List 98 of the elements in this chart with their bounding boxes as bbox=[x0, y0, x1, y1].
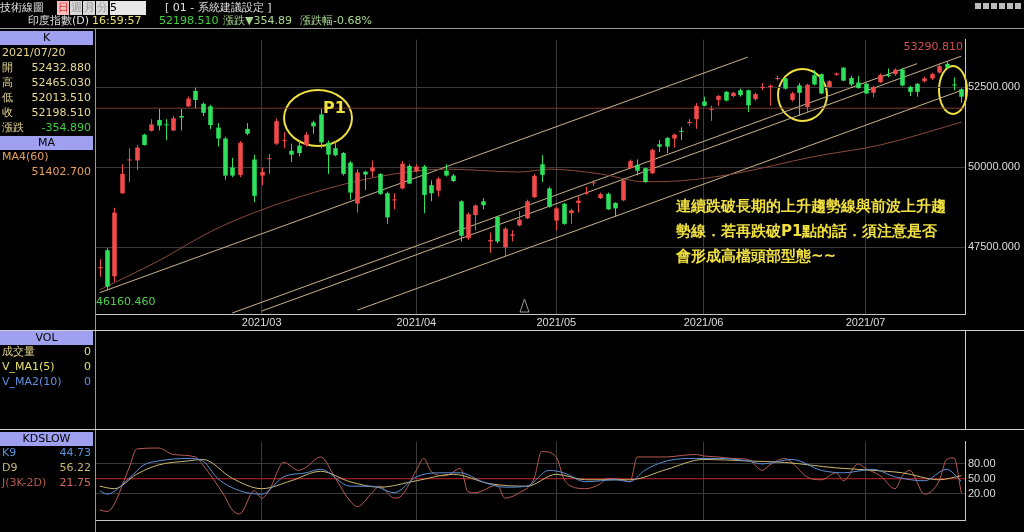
text: 2021/07/20 bbox=[2, 46, 66, 60]
text: 5 bbox=[110, 1, 146, 15]
candlestick bbox=[709, 105, 714, 122]
candlestick bbox=[193, 87, 198, 109]
x-tick-label: 2021/03 bbox=[241, 315, 282, 328]
text: V_MA2(10) bbox=[2, 375, 62, 389]
candlestick bbox=[510, 229, 515, 243]
text: MA4(60) bbox=[2, 150, 49, 164]
text: 52198.510 bbox=[159, 14, 219, 28]
text: 21.75 bbox=[59, 476, 91, 489]
text: 0 bbox=[84, 360, 91, 373]
candlestick bbox=[363, 170, 368, 191]
candlestick bbox=[576, 195, 581, 214]
candlestick bbox=[952, 76, 957, 91]
y-tick-label: 52500.000 bbox=[968, 80, 1020, 93]
candlestick bbox=[650, 148, 655, 175]
candlestick bbox=[488, 232, 493, 254]
y-tick-label: 47500.000 bbox=[968, 240, 1020, 253]
candlestick bbox=[797, 82, 802, 117]
text: 收 bbox=[2, 106, 13, 120]
candlestick bbox=[326, 139, 331, 175]
candlestick bbox=[179, 108, 184, 132]
candlestick bbox=[621, 178, 626, 202]
text: 分 bbox=[96, 1, 108, 15]
text: 漲跌幅-0.68% bbox=[300, 14, 372, 28]
y-tick-label: 50.00 bbox=[968, 471, 996, 484]
candlestick bbox=[473, 204, 478, 231]
chart-title: KDSLOW bbox=[0, 432, 93, 446]
text: 0 bbox=[84, 345, 91, 358]
line-series bbox=[99, 447, 962, 515]
candlestick bbox=[900, 67, 905, 87]
text: 51402.700 bbox=[30, 165, 91, 179]
text: 低 bbox=[2, 91, 13, 105]
candlestick bbox=[120, 163, 125, 195]
y-tick-label: 20.00 bbox=[968, 486, 996, 499]
annotation: P1 bbox=[323, 98, 346, 118]
candlestick bbox=[540, 154, 545, 183]
text: 成交量 bbox=[2, 345, 35, 359]
text: V_MA1(5) bbox=[2, 360, 55, 374]
x-tick-label: 2021/05 bbox=[536, 315, 577, 328]
x-tick-label: 2021/04 bbox=[396, 315, 437, 328]
y-tick-label: 50000.000 bbox=[968, 160, 1020, 173]
candlestick bbox=[378, 172, 383, 196]
candlestick bbox=[805, 83, 810, 113]
text: VOL bbox=[0, 331, 93, 345]
text: 56.22 bbox=[59, 461, 91, 474]
text: 52013.510 bbox=[31, 91, 91, 104]
line-series bbox=[99, 121, 962, 291]
candlestick bbox=[436, 176, 441, 197]
candlestick bbox=[694, 102, 699, 130]
candlestick bbox=[208, 104, 213, 130]
candlestick bbox=[289, 143, 294, 163]
candlestick bbox=[230, 157, 235, 178]
text: 漲跌▼354.89 bbox=[223, 14, 292, 28]
candlestick bbox=[532, 173, 537, 199]
candlestick bbox=[679, 126, 684, 141]
text: MA bbox=[0, 136, 93, 150]
y-tick-label: 80.00 bbox=[968, 456, 996, 469]
text: -354.890 bbox=[41, 121, 91, 134]
text: 16:59:57 bbox=[92, 14, 142, 28]
candlestick bbox=[216, 122, 221, 148]
text: 印度指數(D) bbox=[28, 14, 90, 28]
candlestick bbox=[554, 206, 559, 231]
text: K bbox=[0, 31, 93, 45]
candlestick bbox=[164, 118, 169, 141]
text: 52198.510 bbox=[31, 106, 91, 119]
text: 0 bbox=[84, 375, 91, 388]
text: K9 bbox=[2, 446, 17, 460]
text: 漲跌 bbox=[2, 121, 24, 135]
candlestick bbox=[562, 202, 567, 226]
x-tick-label: 2021/07 bbox=[845, 315, 886, 328]
candlestick bbox=[341, 151, 346, 177]
candlestick bbox=[282, 131, 287, 149]
text: [ 01 - 系統建議設定 ] bbox=[165, 1, 272, 15]
text: 52432.880 bbox=[31, 61, 91, 74]
candlestick bbox=[157, 108, 162, 132]
text: 日 bbox=[57, 1, 69, 15]
text: 44.73 bbox=[59, 446, 91, 459]
text: 開 bbox=[2, 61, 13, 75]
annotation: 46160.460 bbox=[96, 295, 156, 309]
text: J(3K-2D) bbox=[2, 476, 47, 490]
candlestick bbox=[525, 199, 530, 220]
candlestick bbox=[98, 258, 103, 278]
candlestick bbox=[503, 226, 508, 257]
candlestick bbox=[274, 118, 279, 146]
x-tick-label: 2021/06 bbox=[683, 315, 724, 328]
candlestick bbox=[547, 186, 552, 209]
text: 高 bbox=[2, 76, 13, 90]
annotation: 連續跌破長期的上升趨勢線與前波上升趨勢線．若再跌破P1點的話．須注意是否會形成高檔頭部型態~~ bbox=[676, 196, 947, 267]
candlestick bbox=[127, 147, 132, 183]
candlestick bbox=[392, 192, 397, 210]
candlestick bbox=[267, 153, 272, 175]
candlestick bbox=[135, 144, 140, 171]
annotation: 53290.810 bbox=[903, 40, 963, 54]
text: D9 bbox=[2, 461, 18, 475]
candlestick bbox=[429, 179, 434, 202]
text: 52465.030 bbox=[31, 76, 91, 89]
text: 技術線圖 bbox=[0, 1, 44, 15]
